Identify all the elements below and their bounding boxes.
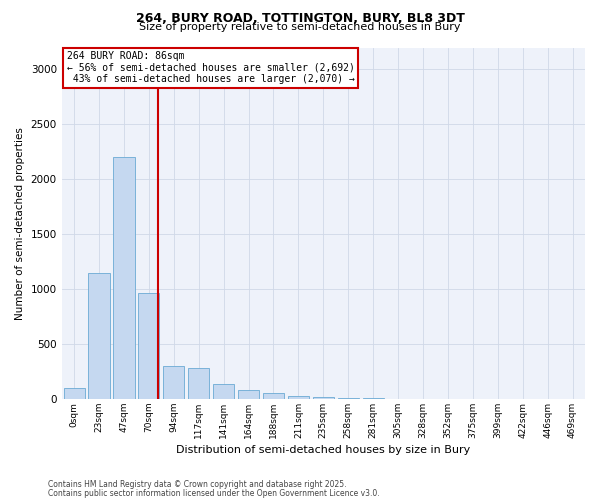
Bar	[288, 396, 309, 399]
Bar	[263, 394, 284, 399]
Bar	[138, 294, 160, 399]
Text: Contains HM Land Registry data © Crown copyright and database right 2025.: Contains HM Land Registry data © Crown c…	[48, 480, 347, 489]
Bar	[188, 368, 209, 399]
Bar	[113, 158, 134, 399]
Bar	[313, 396, 334, 399]
Bar	[362, 398, 384, 399]
Bar	[213, 384, 234, 399]
Y-axis label: Number of semi-detached properties: Number of semi-detached properties	[15, 127, 25, 320]
Bar	[338, 398, 359, 399]
Bar	[163, 366, 184, 399]
X-axis label: Distribution of semi-detached houses by size in Bury: Distribution of semi-detached houses by …	[176, 445, 470, 455]
Text: Size of property relative to semi-detached houses in Bury: Size of property relative to semi-detach…	[139, 22, 461, 32]
Bar	[64, 388, 85, 399]
Text: 264 BURY ROAD: 86sqm
← 56% of semi-detached houses are smaller (2,692)
 43% of s: 264 BURY ROAD: 86sqm ← 56% of semi-detac…	[67, 51, 355, 84]
Bar	[238, 390, 259, 399]
Text: 264, BURY ROAD, TOTTINGTON, BURY, BL8 3DT: 264, BURY ROAD, TOTTINGTON, BURY, BL8 3D…	[136, 12, 464, 26]
Bar	[88, 272, 110, 399]
Text: Contains public sector information licensed under the Open Government Licence v3: Contains public sector information licen…	[48, 488, 380, 498]
